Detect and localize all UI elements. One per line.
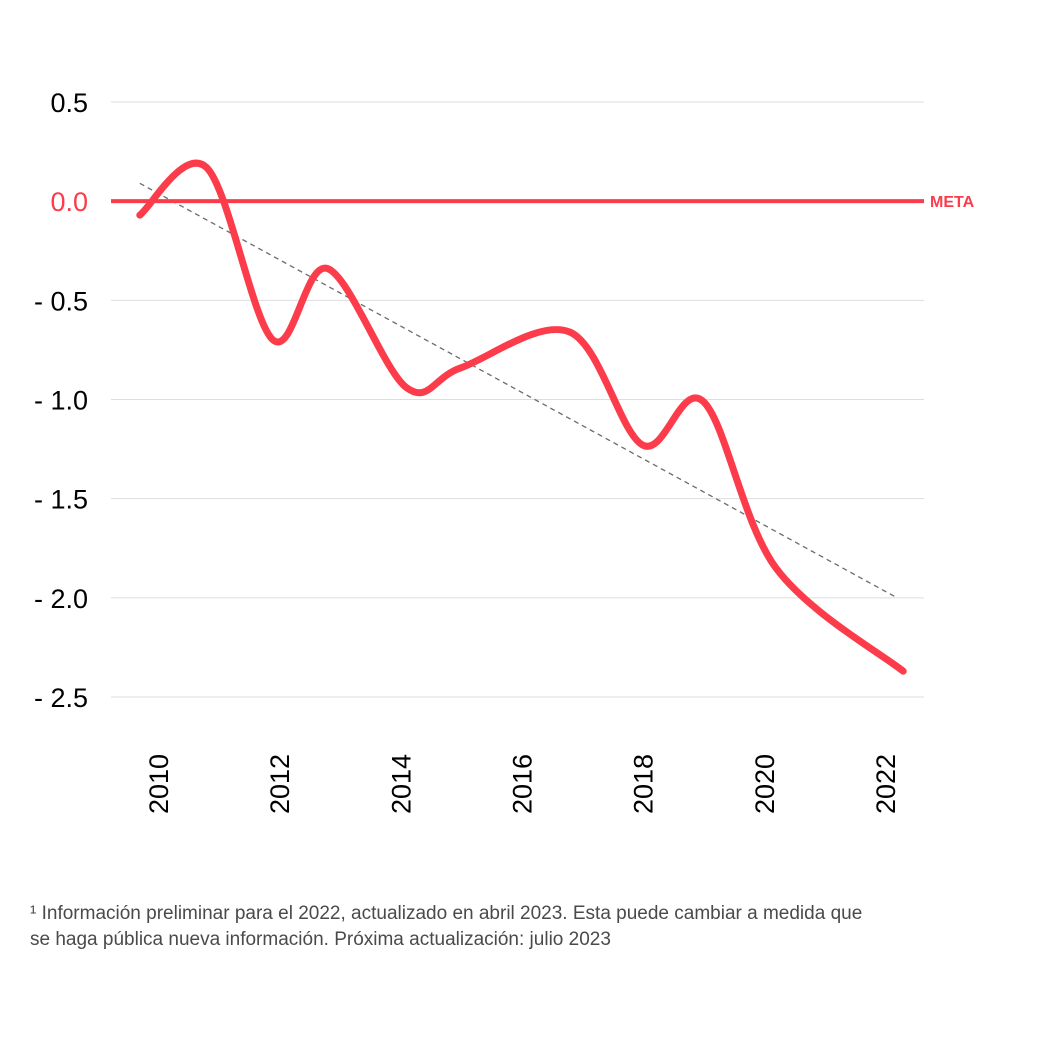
trend-line: [139, 182, 898, 599]
x-tick-label: 2012: [265, 754, 295, 814]
x-tick-label: 2020: [750, 754, 780, 814]
x-tick-label: 2014: [386, 754, 416, 814]
gridlines: [111, 101, 924, 698]
y-tick-label: - 1.5: [34, 485, 88, 515]
footnote: ¹ Información preliminar para el 2022, a…: [30, 901, 990, 953]
y-tick-label: - 1.0: [34, 386, 88, 416]
footnote-line-2: se haga pública nueva información. Próxi…: [30, 929, 611, 950]
y-tick-label: - 2.5: [34, 683, 88, 713]
y-tick-label: 0.0: [50, 187, 88, 217]
series-line: [136, 159, 907, 675]
x-tick-label: 2016: [508, 754, 538, 814]
trend-line-group: [139, 182, 898, 599]
x-tick-label: 2018: [629, 754, 659, 814]
y-tick-label: - 2.0: [34, 584, 88, 614]
target-line-group: META: [111, 194, 975, 211]
x-tick-label: 2022: [871, 754, 901, 814]
y-tick-label: - 0.5: [34, 286, 88, 316]
target-label: META: [930, 194, 975, 211]
y-tick-label: 0.5: [50, 88, 88, 118]
x-tick-label: 2010: [144, 754, 174, 814]
footnote-line-1: ¹ Información preliminar para el 2022, a…: [30, 903, 863, 924]
x-axis-ticks: 2010 2012 2014 2016 2018 2020 2022: [144, 754, 901, 814]
y-axis-ticks: 0.5 0.0 - 0.5 - 1.0 - 1.5 - 2.0 - 2.5: [34, 88, 88, 713]
series-group: [136, 159, 907, 675]
